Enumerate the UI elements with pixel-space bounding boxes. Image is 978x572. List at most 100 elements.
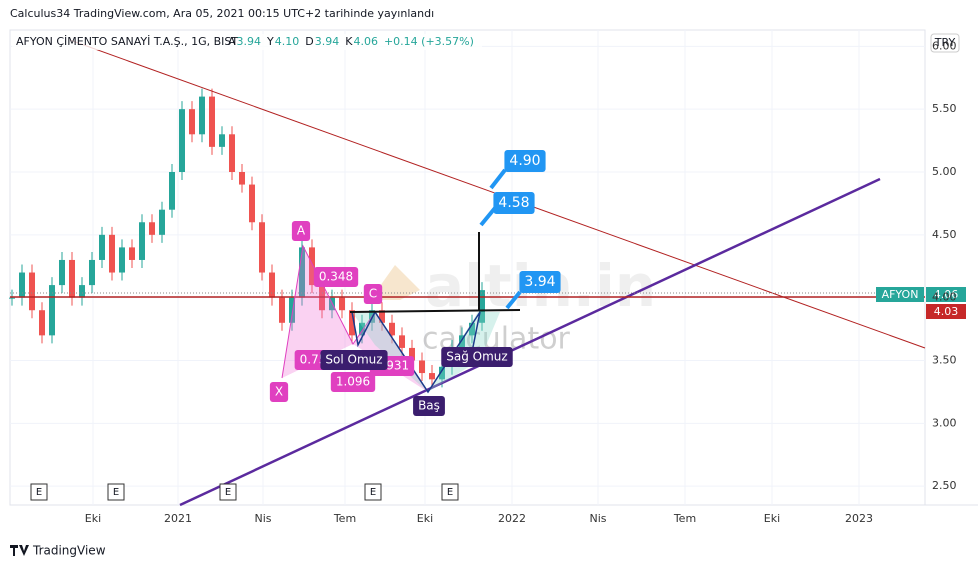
head-box — [413, 396, 445, 416]
y-tick-label: 3.50 — [932, 353, 957, 366]
ohlc-value: 3.94 — [237, 35, 262, 48]
point-a: A — [297, 224, 306, 238]
candle — [229, 134, 235, 172]
y-tick-label: 3.00 — [932, 416, 957, 429]
candle — [409, 347, 415, 361]
support-line — [179, 177, 881, 507]
candle — [359, 322, 365, 336]
candle — [29, 272, 35, 311]
publisher: Calculus34 TradingView.com, Ara 05, 2021… — [10, 7, 434, 20]
ratio-box — [313, 267, 359, 287]
earnings-box — [107, 483, 125, 501]
symbol-title: AFYON ÇİMENTO SANAYİ T.A.Ş., 1G, BIST — [16, 35, 238, 48]
x-tick-label: Nis — [589, 512, 606, 525]
candle — [239, 171, 245, 185]
y-tick-label: 4.50 — [932, 228, 957, 241]
y-tick-label: 4.00 — [932, 291, 957, 304]
target-pointer — [505, 290, 522, 310]
candle — [219, 134, 225, 147]
point-x: X — [275, 385, 283, 399]
candle — [289, 297, 295, 323]
candle — [259, 222, 265, 273]
last-price-tag — [926, 287, 966, 302]
earnings-box — [219, 483, 237, 501]
candle — [249, 184, 255, 223]
left-shoulder: Sol Omuz — [325, 353, 382, 367]
ohlc-label: D — [305, 35, 313, 48]
candle — [329, 297, 335, 311]
point-c: C — [369, 287, 377, 301]
candle — [209, 96, 215, 147]
ratio-box — [330, 372, 376, 392]
target-box — [493, 192, 535, 214]
candle — [149, 222, 155, 235]
pattern-xab — [282, 246, 353, 378]
x-tick-label: Eki — [85, 512, 101, 525]
x-tick-label: 2023 — [845, 512, 873, 525]
x-tick-label: Eki — [764, 512, 780, 525]
right-shoulder: Sağ Omuz — [446, 350, 507, 364]
candle — [349, 310, 355, 336]
left-shoulder-box — [320, 350, 388, 370]
candle — [389, 322, 395, 336]
candle — [159, 209, 165, 235]
candle — [299, 247, 305, 298]
candle — [19, 272, 25, 298]
candle — [399, 335, 405, 348]
candle — [189, 109, 195, 135]
ratio: 0.75 — [300, 353, 327, 367]
candle — [279, 297, 285, 323]
x-tick-label: Tem — [333, 512, 356, 525]
candle — [429, 373, 435, 380]
line-price-tag — [926, 304, 966, 319]
earnings: E — [447, 487, 453, 498]
candle — [69, 259, 75, 298]
right-shoulder-box — [441, 347, 513, 367]
earnings-box — [364, 483, 382, 501]
candle — [9, 297, 15, 299]
candle — [459, 335, 465, 348]
candle — [379, 310, 385, 323]
candle — [59, 259, 65, 286]
ratio: 1.096 — [336, 375, 370, 389]
footer-brand: TradingView — [32, 544, 106, 558]
target-box — [519, 271, 561, 293]
candle — [139, 222, 145, 260]
ratio: 0.348 — [319, 270, 353, 284]
currency-box[interactable] — [930, 33, 960, 53]
y-tick-label: 6.00 — [932, 39, 957, 52]
candle — [129, 247, 135, 260]
currency: TRY — [934, 36, 956, 49]
target: 4.90 — [509, 153, 540, 169]
y-tick-label: 5.00 — [932, 165, 957, 178]
ohlc-value: 3.94 — [315, 35, 340, 48]
candle — [439, 366, 445, 380]
symbol-tag-text: AFYON — [882, 288, 919, 301]
target: 3.94 — [524, 274, 555, 290]
candle — [469, 322, 475, 336]
point-x-box — [269, 382, 289, 402]
neckline — [349, 309, 521, 313]
candle — [119, 247, 125, 273]
target: 4.58 — [498, 195, 529, 211]
earnings-box — [30, 483, 48, 501]
earnings-box — [441, 483, 459, 501]
candle — [269, 272, 275, 298]
target-box — [504, 150, 546, 172]
candle — [109, 234, 115, 273]
hs-path — [351, 310, 481, 394]
y-tick-label: 2.50 — [932, 479, 957, 492]
candle — [39, 310, 45, 336]
target-pointer — [479, 206, 497, 227]
ohlc-label: A — [228, 35, 236, 48]
candle — [79, 285, 85, 298]
last-price-text: 4.06 — [934, 288, 959, 301]
x-tick-label: 2021 — [164, 512, 192, 525]
x-tick-label: 2022 — [498, 512, 526, 525]
point-c-box — [363, 284, 383, 304]
candle — [179, 109, 185, 172]
ohlc-label: Y — [266, 35, 274, 48]
candle — [309, 247, 315, 286]
candle — [479, 290, 485, 323]
